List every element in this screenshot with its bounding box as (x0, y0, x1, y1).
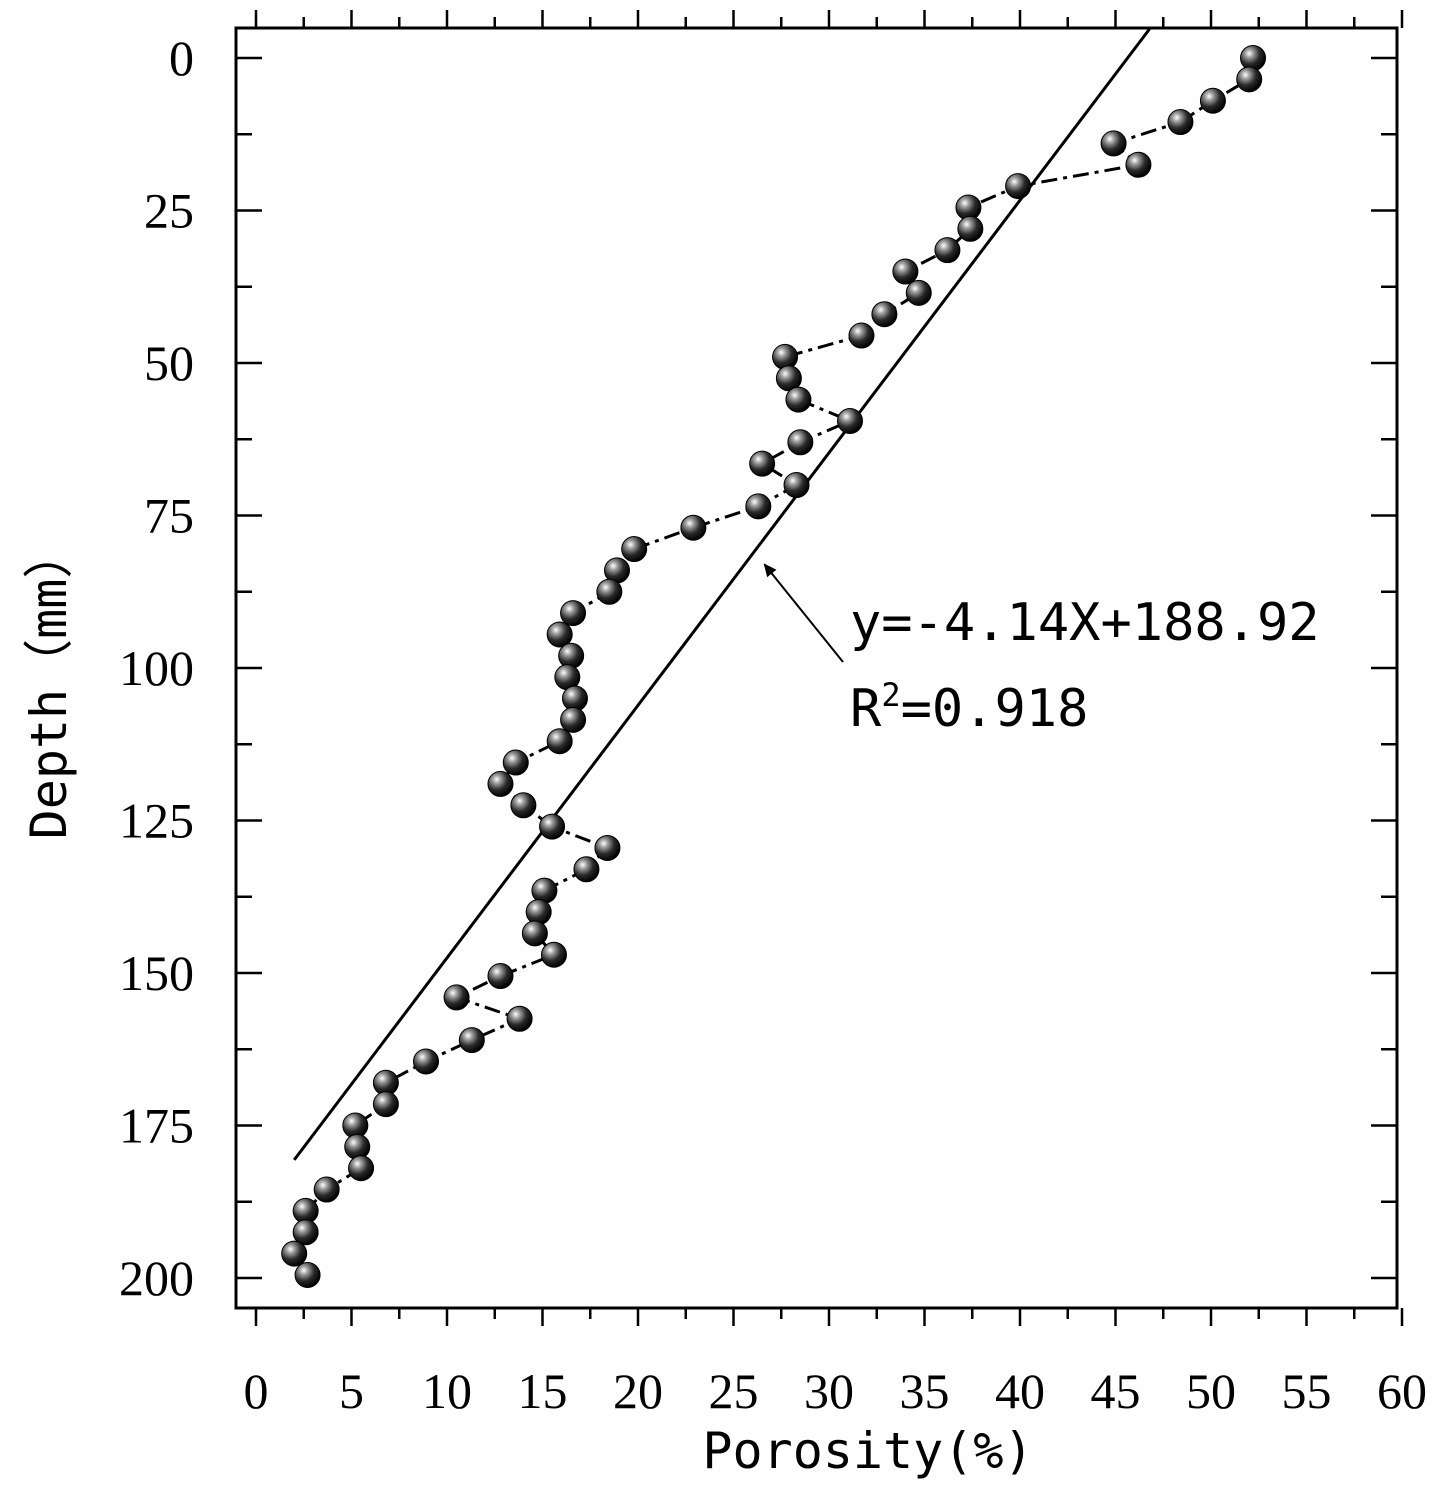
data-point (596, 578, 623, 605)
data-point (540, 941, 567, 968)
y-tick-label: 50 (144, 335, 194, 391)
data-point (1100, 130, 1127, 157)
data-point (892, 258, 919, 285)
data-point (1005, 173, 1032, 200)
data-point (344, 1133, 371, 1160)
r2-prefix: R (850, 679, 882, 739)
data-point (487, 770, 514, 797)
data-point (785, 386, 812, 413)
x-tick-label: 45 (1091, 1363, 1141, 1419)
data-point (1167, 109, 1194, 136)
data-point (837, 407, 864, 434)
x-tick-label: 0 (244, 1363, 269, 1419)
y-tick-label: 75 (144, 488, 194, 544)
data-point (546, 728, 573, 755)
data-point (313, 1176, 340, 1203)
x-tick-label: 15 (518, 1363, 568, 1419)
data-point (506, 1005, 533, 1032)
data-point (783, 472, 810, 498)
data-point (458, 1027, 485, 1054)
data-point (558, 642, 585, 669)
series-line (292, 57, 1255, 1276)
data-point (775, 365, 802, 392)
data-point (521, 920, 548, 947)
fit-annotation: y=-4.14X+188.92 R2=0.918 (763, 563, 1320, 739)
data-point (957, 215, 984, 242)
data-point (573, 856, 600, 883)
data-point (510, 792, 537, 819)
fit-equation: y=-4.14X+188.92 (850, 593, 1320, 653)
x-axis-title: Porosity(%) (702, 1422, 1033, 1480)
data-point (772, 343, 799, 370)
x-tick-label: 35 (900, 1363, 950, 1419)
annotation-arrow (763, 563, 844, 663)
data-point (848, 322, 875, 349)
data-point (412, 1048, 439, 1075)
y-tick-label: 200 (119, 1250, 194, 1306)
data-series (281, 45, 1267, 1288)
data-point (1236, 66, 1263, 93)
data-point (560, 706, 587, 733)
x-tick-label: 60 (1377, 1363, 1427, 1419)
r2-value: =0.918 (901, 679, 1089, 739)
plot-border (234, 26, 1399, 1310)
data-point (348, 1155, 375, 1182)
x-tick-label: 40 (995, 1363, 1045, 1419)
data-point (621, 536, 648, 563)
y-tick-label: 150 (119, 945, 194, 1001)
data-point (1240, 45, 1267, 71)
x-tick-label: 50 (1186, 1363, 1236, 1419)
x-tick-label: 10 (422, 1363, 472, 1419)
data-point (905, 279, 932, 306)
x-tick-label: 30 (804, 1363, 854, 1419)
data-point (294, 1261, 321, 1288)
data-point (443, 984, 470, 1011)
x-tick-label: 55 (1282, 1363, 1332, 1419)
data-point (487, 963, 514, 990)
y-tick-label: 25 (144, 183, 194, 239)
x-tick-label: 20 (613, 1363, 663, 1419)
data-point (934, 237, 961, 264)
data-point (502, 749, 529, 776)
axis-ticks (236, 10, 1404, 1326)
tick-labels: 0 5 10 15 20 25 30 35 40 45 50 55 60 0 25 50 75 100 125 150… (119, 30, 1427, 1419)
y-tick-label: 175 (119, 1098, 194, 1154)
data-point (680, 514, 707, 541)
y-axis-title: Depth（mm） (20, 529, 78, 840)
y-tick-label: 0 (169, 30, 194, 86)
data-point (787, 429, 814, 456)
data-point (745, 493, 772, 520)
data-point (871, 301, 898, 328)
data-point (749, 450, 776, 477)
data-point (594, 834, 621, 861)
y-tick-label: 100 (119, 640, 194, 696)
data-point (1199, 87, 1226, 114)
data-point (372, 1091, 399, 1118)
x-tick-label: 5 (339, 1363, 364, 1419)
data-point (539, 813, 566, 840)
fit-line-group (293, 27, 1152, 1161)
data-point (546, 621, 573, 648)
fit-line (293, 27, 1152, 1161)
y-tick-label: 125 (119, 793, 194, 849)
data-point (1125, 151, 1152, 178)
fit-r2: R2=0.918 (850, 676, 1088, 739)
data-point (525, 899, 552, 925)
x-tick-label: 25 (709, 1363, 759, 1419)
r2-superscript: 2 (881, 676, 900, 714)
plot-area-frame (234, 26, 1399, 1310)
data-point (292, 1219, 319, 1246)
data-point (560, 600, 587, 627)
data-point (281, 1240, 308, 1267)
